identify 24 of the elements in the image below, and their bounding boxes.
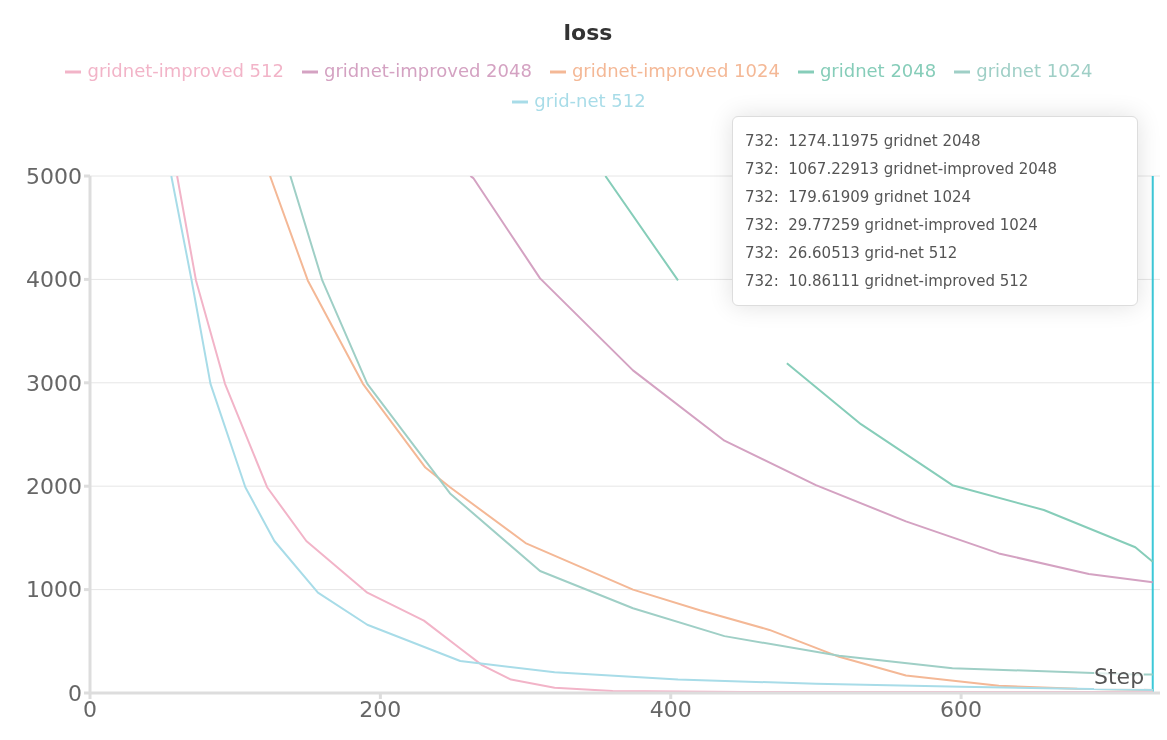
legend-label: grid-net 512 bbox=[534, 90, 646, 111]
text: 732: 1274.11975 gridnet 2048 bbox=[745, 132, 981, 150]
x-tick-label: 600 bbox=[940, 696, 983, 722]
annotation: 732: 1067.22913 gridnet-improved 2048 bbox=[745, 159, 1058, 180]
legend-label: gridnet-improved 2048 bbox=[323, 60, 532, 81]
y-tick-label: 2000 bbox=[26, 474, 82, 500]
legend-label: gridnet-improved 512 bbox=[87, 60, 284, 81]
x-axis-title: Step bbox=[1094, 664, 1145, 689]
annotation: 732: 26.60513 grid-net 512 bbox=[745, 243, 959, 264]
legend-label: gridnet-improved 1024 bbox=[571, 60, 780, 81]
legend-label: gridnet 2048 bbox=[819, 60, 937, 81]
legend-label: gridnet 1024 bbox=[976, 60, 1093, 81]
x-tick-label: 200 bbox=[359, 696, 402, 722]
y-tick-label: 0 bbox=[68, 680, 82, 706]
y-tick-label: 1000 bbox=[26, 577, 82, 603]
chart-title: loss bbox=[562, 20, 614, 45]
annotation: 732: 179.61909 gridnet 1024 bbox=[745, 187, 973, 208]
y-tick-label: 5000 bbox=[26, 163, 82, 189]
y-tick-label: 4000 bbox=[26, 267, 82, 293]
line-series bbox=[469, 176, 1154, 584]
annotation: 732: 29.77259 gridnet-improved 1024 bbox=[745, 215, 1039, 236]
annotation: 732: 10.86111 gridnet-improved 512 bbox=[745, 271, 1030, 292]
x-tick-label: 400 bbox=[649, 696, 692, 722]
y-tick-label: 3000 bbox=[26, 370, 82, 396]
